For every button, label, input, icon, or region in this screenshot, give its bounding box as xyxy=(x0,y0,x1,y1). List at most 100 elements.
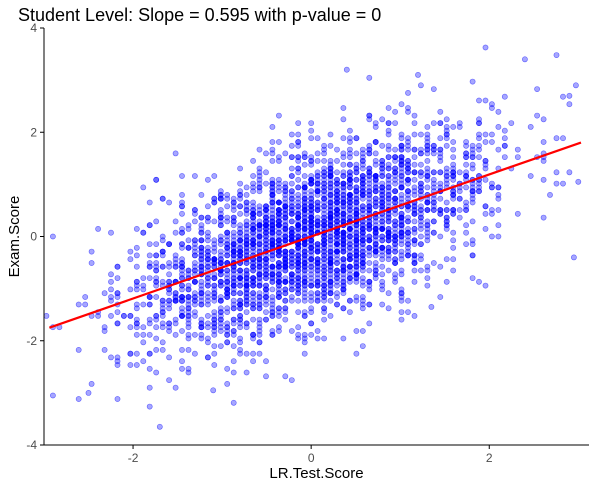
data-point xyxy=(495,146,502,153)
data-point xyxy=(159,237,166,244)
data-point xyxy=(204,263,211,270)
data-point xyxy=(411,237,418,244)
data-point xyxy=(250,290,256,297)
data-point xyxy=(243,369,250,376)
data-point xyxy=(501,154,508,160)
data-point xyxy=(321,241,327,247)
data-point xyxy=(217,214,224,221)
data-point xyxy=(301,207,308,213)
data-point xyxy=(263,263,269,270)
data-point xyxy=(430,229,437,236)
data-point xyxy=(417,256,424,263)
data-point xyxy=(263,150,269,157)
data-point xyxy=(288,173,295,179)
data-point xyxy=(359,150,366,157)
data-point xyxy=(230,358,237,365)
data-point xyxy=(469,275,476,281)
data-point xyxy=(359,278,366,285)
data-point xyxy=(340,195,347,202)
data-point xyxy=(359,244,366,251)
data-point xyxy=(127,362,134,368)
data-point xyxy=(476,131,482,138)
data-point xyxy=(495,233,502,240)
data-point xyxy=(295,324,302,331)
data-point xyxy=(392,218,398,225)
data-point xyxy=(237,275,243,281)
data-point xyxy=(211,362,218,368)
data-point xyxy=(308,320,315,327)
data-point xyxy=(153,278,160,285)
data-point xyxy=(340,218,347,225)
data-point xyxy=(327,260,334,266)
data-point xyxy=(301,184,308,191)
data-point xyxy=(321,309,327,315)
data-point xyxy=(191,207,198,213)
data-point xyxy=(146,331,153,338)
data-point xyxy=(237,282,243,289)
data-point xyxy=(417,150,424,157)
data-point xyxy=(127,350,134,357)
data-point xyxy=(224,195,231,202)
data-point xyxy=(366,74,373,81)
data-point xyxy=(301,260,308,266)
data-point xyxy=(198,229,205,236)
data-point xyxy=(392,188,398,195)
data-point xyxy=(346,161,353,168)
data-point xyxy=(353,350,360,357)
data-point xyxy=(450,256,457,263)
data-point xyxy=(411,218,418,225)
data-point xyxy=(256,203,263,210)
data-point xyxy=(159,297,166,304)
data-point xyxy=(553,169,560,176)
data-point xyxy=(392,154,398,160)
data-point xyxy=(482,139,489,145)
data-point xyxy=(450,165,457,172)
data-point xyxy=(275,312,282,319)
data-point xyxy=(256,297,263,304)
data-point xyxy=(217,222,224,229)
data-point xyxy=(392,256,398,263)
data-point xyxy=(172,263,179,270)
data-point xyxy=(366,150,373,157)
data-point xyxy=(334,260,340,266)
data-point xyxy=(230,297,237,304)
data-point xyxy=(288,377,295,383)
data-point xyxy=(327,203,334,210)
data-point xyxy=(127,286,134,293)
data-point xyxy=(398,297,405,304)
data-point xyxy=(430,199,437,206)
data-point xyxy=(327,191,334,198)
data-point xyxy=(288,195,295,202)
data-point xyxy=(482,131,489,138)
data-point xyxy=(508,120,515,126)
data-point xyxy=(108,354,114,361)
data-point xyxy=(243,350,250,357)
data-point xyxy=(211,256,218,263)
data-point xyxy=(340,263,347,270)
data-point xyxy=(405,218,411,225)
data-point xyxy=(295,131,302,138)
data-point xyxy=(191,218,198,225)
data-point xyxy=(263,282,269,289)
data-point xyxy=(198,278,205,285)
data-point xyxy=(417,82,424,89)
data-point xyxy=(127,256,134,263)
data-point xyxy=(540,116,547,123)
data-point xyxy=(140,358,147,365)
data-point xyxy=(166,377,172,383)
data-point xyxy=(346,199,353,206)
data-point xyxy=(275,237,282,244)
data-point xyxy=(282,305,289,312)
data-point xyxy=(482,282,489,289)
data-point xyxy=(166,301,172,308)
data-point xyxy=(153,218,160,225)
data-point xyxy=(366,278,373,285)
data-point xyxy=(476,154,482,160)
data-point xyxy=(159,324,166,331)
data-point xyxy=(366,112,373,119)
data-point xyxy=(314,248,321,255)
data-point xyxy=(327,290,334,297)
data-point xyxy=(243,324,250,331)
data-point xyxy=(191,252,198,259)
data-point xyxy=(450,124,457,130)
